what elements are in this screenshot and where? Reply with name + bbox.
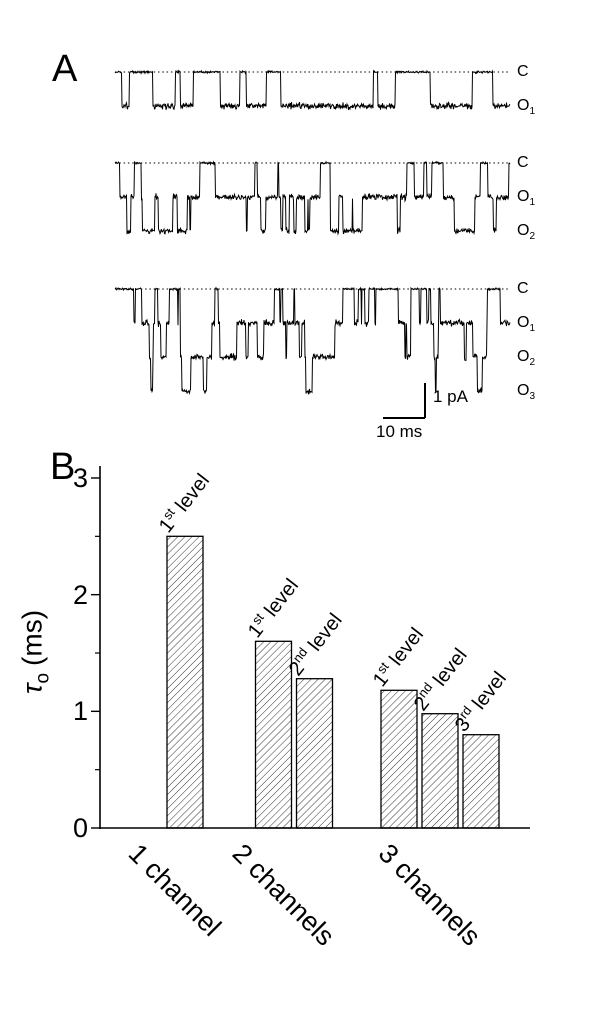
- category-label-2-channels: 2 channels: [226, 838, 341, 952]
- tau-subscript: o: [32, 672, 54, 684]
- y-tick-label-3: 3: [72, 463, 88, 493]
- trace-1-level-label-C: C: [517, 63, 529, 80]
- panel-b-bar-chart: [91, 466, 530, 829]
- scale-bar-current-label: 1 pA: [433, 387, 468, 406]
- trace-1-level-label-O1: O1: [517, 97, 536, 118]
- trace-1-recording: [114, 69, 511, 111]
- trace-2-level-label-C: C: [517, 154, 529, 171]
- trace-2-recording: [114, 160, 511, 236]
- bar-label-2nd-level: 2nd level: [284, 609, 347, 680]
- bar-group3-level2: [421, 713, 459, 829]
- panel-b-label: B: [50, 446, 76, 488]
- trace-3-level-label-O3: O3: [517, 382, 536, 403]
- bar-label-1st-level: 1st level: [243, 575, 303, 643]
- y-axis-unit: (ms): [16, 609, 48, 666]
- bar-group3-level1: [380, 689, 418, 829]
- category-label-1-channel: 1 channel: [122, 838, 227, 943]
- bar-group3-level3: [462, 734, 500, 829]
- y-tick-label-1: 1: [72, 696, 88, 727]
- trace-3-recording: [114, 286, 511, 396]
- trace-2-level-label-O1: O1: [517, 188, 536, 209]
- scale-bar-time-label: 10 ms: [376, 422, 423, 441]
- trace-3-level-label-O1: O1: [517, 314, 536, 335]
- bar-group2-level1: [254, 640, 293, 829]
- tau-symbol: τ: [16, 683, 48, 695]
- trace-3-level-label-O2: O2: [517, 348, 536, 369]
- panel-a-current-traces: [114, 69, 511, 419]
- bar-label-1st-level: 1st level: [154, 470, 215, 538]
- panel-a-label: A: [52, 48, 78, 90]
- y-axis-label: τo (ms): [16, 609, 59, 695]
- trace-2-level-label-O2: O2: [517, 222, 536, 243]
- category-label-3-channels: 3 channels: [372, 838, 487, 952]
- trace-3-level-label-C: C: [517, 280, 529, 297]
- y-tick-label-0: 0: [72, 813, 88, 843]
- bar-group2-level2: [295, 678, 334, 829]
- y-tick-label-2: 2: [72, 579, 88, 610]
